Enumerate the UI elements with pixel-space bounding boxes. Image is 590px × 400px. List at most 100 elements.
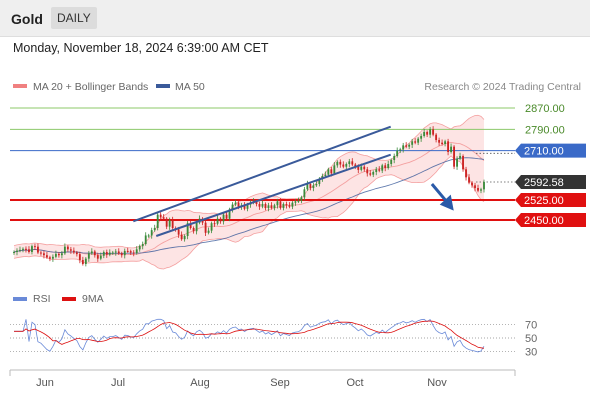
candle-body	[423, 132, 426, 136]
candle-body	[75, 252, 78, 255]
candle-body	[129, 251, 132, 253]
candle-body	[333, 165, 336, 174]
x-tick-sep: Sep	[270, 377, 290, 389]
candle-body	[279, 201, 282, 208]
candle-body	[387, 164, 390, 168]
candle-body	[19, 249, 21, 251]
legend-swatch-rsi	[13, 297, 27, 301]
candle-body	[78, 254, 81, 260]
x-tick-oct: Oct	[346, 377, 363, 389]
candle-body	[231, 204, 234, 210]
candle-body	[96, 255, 99, 259]
candle-body	[303, 189, 306, 198]
candle-body	[16, 250, 18, 252]
level-label-2: 2710.00	[524, 146, 564, 158]
candle-body	[37, 246, 39, 253]
candle-body	[315, 184, 318, 186]
candle-body	[384, 165, 387, 168]
candle-body	[120, 253, 123, 256]
candle-body	[441, 142, 444, 144]
candle-body	[270, 205, 273, 208]
candle-body	[192, 228, 195, 232]
candle-body	[60, 253, 63, 256]
candle-body	[327, 169, 330, 175]
candle-body	[483, 181, 485, 190]
candle-body	[447, 141, 450, 152]
candle-body	[276, 201, 279, 206]
level-label-4: 2450.00	[524, 215, 564, 227]
candle-body	[360, 166, 363, 170]
level-tag-2	[515, 143, 586, 158]
x-tick-nov: Nov	[427, 377, 447, 389]
candle-body	[468, 177, 470, 183]
candle-body	[99, 255, 102, 259]
forecast-arrow-shaft	[430, 183, 448, 203]
candle-body	[207, 230, 210, 233]
legend-swatch-ma50	[156, 84, 170, 88]
rsi-tick-0: 70	[525, 320, 537, 332]
timeframe-badge[interactable]: DAILY	[51, 7, 97, 29]
candle-body	[225, 214, 228, 219]
candle-body	[177, 229, 180, 235]
level-label-1: 2790.00	[525, 124, 565, 136]
candle-body	[22, 248, 24, 250]
legend-label-ma50: MA 50	[175, 81, 205, 93]
candle-body	[294, 201, 297, 203]
candle-body	[471, 182, 473, 186]
candle-body	[135, 249, 138, 254]
x-tick-aug: Aug	[190, 377, 210, 389]
candle-body	[267, 205, 270, 208]
candle-body	[465, 169, 467, 178]
candle-body	[396, 150, 399, 156]
candle-body	[222, 214, 225, 222]
candle-body	[444, 141, 447, 144]
candle-body	[43, 253, 45, 256]
legend-label-ma20: MA 20 + Bollinger Bands	[33, 81, 148, 93]
legend-label-9ma: 9MA	[82, 293, 104, 305]
candle-body	[420, 136, 423, 139]
level-tag-4	[515, 213, 586, 227]
candle-body	[300, 197, 303, 201]
candle-body	[291, 202, 294, 207]
candle-body	[114, 251, 117, 253]
candle-body	[339, 161, 342, 165]
candle-body	[435, 134, 438, 140]
candle-body	[348, 161, 351, 164]
channel-line-1	[155, 153, 392, 237]
candle-body	[297, 200, 300, 202]
header-bar: Gold DAILY	[0, 0, 590, 37]
legend-swatch-9ma	[62, 297, 76, 301]
candle-body	[28, 249, 30, 252]
candle-body	[31, 246, 33, 252]
candle-body	[342, 164, 345, 167]
candle-body	[150, 230, 153, 236]
candle-body	[417, 138, 420, 143]
candle-body	[66, 246, 69, 250]
candle-body	[126, 250, 129, 252]
candle-body	[204, 222, 207, 233]
candle-body	[147, 235, 150, 237]
candle-body	[141, 244, 144, 247]
candle-body	[144, 235, 147, 244]
candle-body	[438, 140, 441, 143]
candle-body	[405, 145, 408, 147]
candle-body	[330, 169, 333, 174]
candle-body	[351, 161, 354, 165]
candle-body	[108, 252, 111, 255]
candle-body	[132, 252, 135, 254]
candle-body	[306, 184, 309, 190]
candle-body	[168, 220, 171, 227]
candle-body	[318, 178, 321, 184]
candle-body	[309, 184, 312, 188]
candle-body	[189, 223, 192, 228]
last-price-tag	[515, 174, 586, 189]
level-label-3: 2525.00	[524, 195, 564, 207]
candle-body	[195, 222, 198, 232]
candle-body	[54, 253, 57, 257]
candle-body	[288, 205, 291, 207]
candle-body	[453, 146, 455, 167]
rsi-tick-1: 50	[525, 333, 537, 345]
candle-body	[165, 218, 168, 227]
candle-body	[34, 246, 36, 248]
candle-body	[243, 205, 246, 209]
